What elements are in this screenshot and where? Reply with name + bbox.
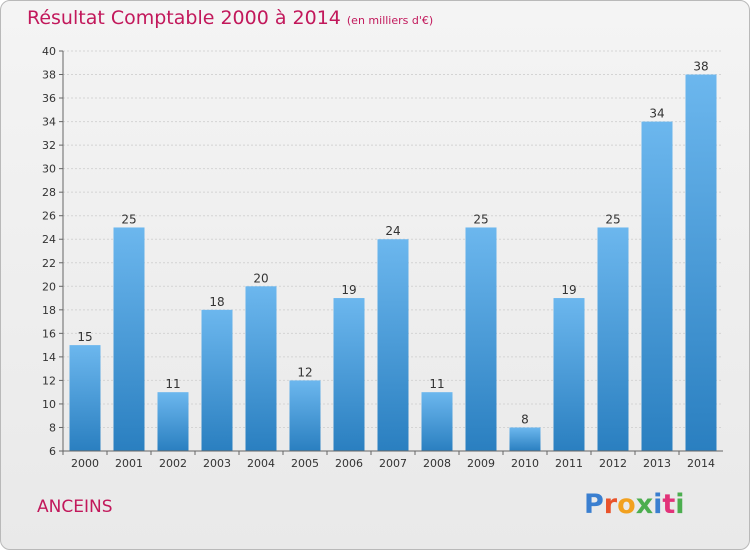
y-tick-label: 38 (42, 69, 56, 82)
bar (69, 345, 101, 451)
y-tick-label: 14 (42, 351, 56, 364)
bar-layer: 15 25 11 18 20 12 19 24 11 25 8 19 25 34 38 (69, 60, 717, 452)
bar (245, 286, 277, 451)
y-tick-label: 24 (42, 233, 56, 246)
bar (289, 380, 321, 451)
y-tick-label: 34 (42, 116, 56, 129)
bar-value-label: 8 (521, 412, 529, 426)
y-tick-label: 6 (49, 445, 56, 458)
x-tick-label: 2003 (203, 457, 231, 470)
y-tick-label: 8 (49, 421, 56, 434)
logo-letter: x (635, 489, 654, 520)
x-tick-label: 2001 (115, 457, 143, 470)
bar (509, 427, 541, 451)
chart-subtitle: (en milliers d'€) (346, 14, 434, 27)
x-tick-label: 2012 (599, 457, 627, 470)
bar-value-label: 19 (341, 283, 356, 297)
bar-value-label: 15 (77, 330, 92, 344)
commune-name: ANCEINS (37, 497, 113, 517)
logo-letter: t (662, 489, 676, 520)
x-tick-label: 2011 (555, 457, 583, 470)
y-tick-label: 12 (42, 374, 56, 387)
logo-letter: i (675, 489, 685, 520)
bar-value-label: 25 (605, 212, 620, 226)
bar-value-label: 24 (385, 224, 400, 238)
x-tick-label: 2010 (511, 457, 539, 470)
y-tick-label: 18 (42, 304, 56, 317)
bar-value-label: 11 (429, 377, 444, 391)
bar (465, 227, 497, 451)
bar-value-label: 34 (649, 107, 664, 121)
y-tick-label: 10 (42, 398, 56, 411)
x-tick-label: 2008 (423, 457, 451, 470)
y-tick-label: 20 (42, 280, 56, 293)
x-tick-label: 2000 (71, 457, 99, 470)
bar (201, 309, 233, 451)
bar (553, 298, 585, 451)
bar (157, 392, 189, 451)
chart-title-text: Résultat Comptable 2000 à 2014 (27, 7, 341, 29)
bar-value-label: 11 (165, 377, 180, 391)
bar-value-label: 20 (253, 271, 268, 285)
x-tick-label: 2005 (291, 457, 319, 470)
bar (641, 121, 673, 452)
x-tick-label: 2009 (467, 457, 495, 470)
y-tick-label: 16 (42, 327, 56, 340)
bar (597, 227, 629, 451)
axis-layer: 6 8 10 12 14 16 18 20 22 24 26 28 30 32 34 36 38 40 2000 20… (42, 45, 723, 470)
y-tick-label: 36 (42, 92, 56, 105)
logo-letter: r (603, 489, 618, 520)
bar-value-label: 12 (297, 365, 312, 379)
logo-letter: o (617, 489, 636, 520)
y-tick-label: 40 (42, 45, 56, 58)
x-tick-label: 2007 (379, 457, 407, 470)
bar-value-label: 38 (693, 60, 708, 74)
bar (421, 392, 453, 451)
bar-value-label: 18 (209, 295, 224, 309)
bar-value-label: 19 (561, 283, 576, 297)
bar (685, 74, 717, 451)
proxiti-logo: Proxiti (584, 489, 685, 520)
bar (377, 239, 409, 451)
logo-letter: P (584, 489, 604, 520)
y-tick-label: 28 (42, 186, 56, 199)
x-tick-label: 2014 (687, 457, 715, 470)
x-tick-label: 2004 (247, 457, 275, 470)
bar-value-label: 25 (121, 212, 136, 226)
chart-title: Résultat Comptable 2000 à 2014 (en millie… (27, 7, 433, 29)
x-tick-label: 2006 (335, 457, 363, 470)
logo-letter: i (653, 489, 663, 520)
bar (333, 298, 365, 451)
y-tick-label: 22 (42, 257, 56, 270)
y-tick-label: 26 (42, 210, 56, 223)
y-tick-label: 30 (42, 163, 56, 176)
x-tick-label: 2002 (159, 457, 187, 470)
y-tick-label: 32 (42, 139, 56, 152)
bar-value-label: 25 (473, 212, 488, 226)
bar (113, 227, 145, 451)
x-tick-label: 2013 (643, 457, 671, 470)
